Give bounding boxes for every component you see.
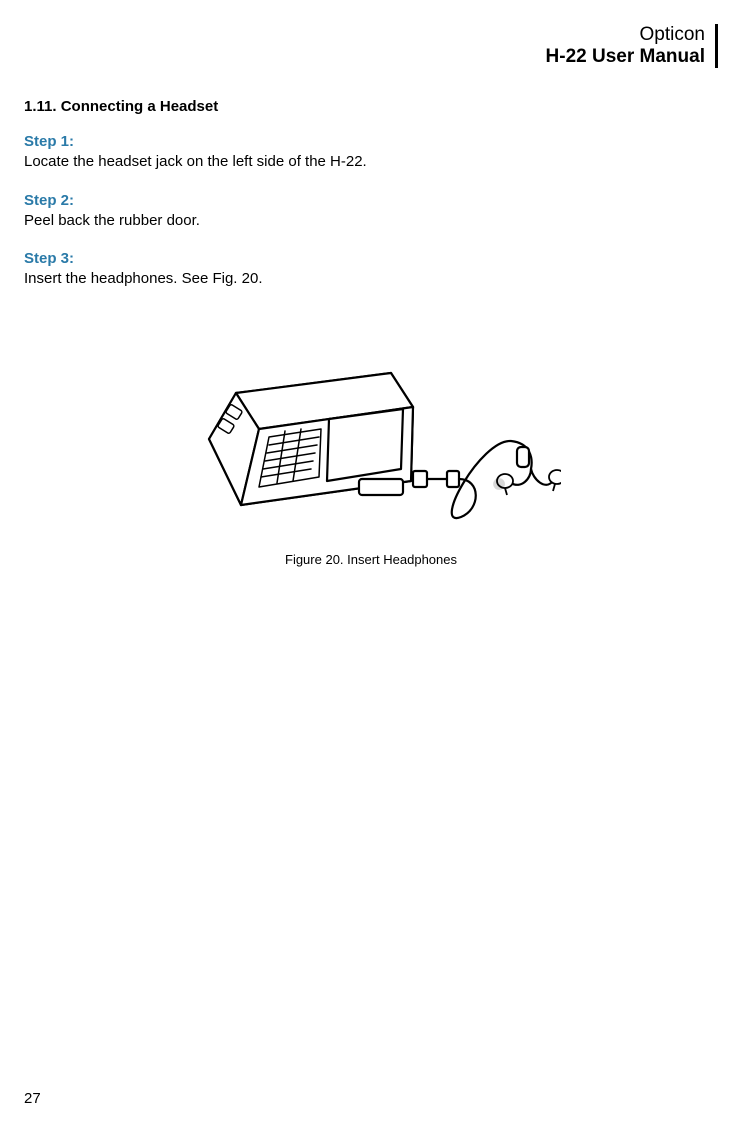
step-3-text: Insert the headphones. See Fig. 20.: [24, 269, 718, 289]
step-2: Step 2: Peel back the rubber door.: [24, 192, 718, 231]
figure-caption: Figure 20. Insert Headphones: [24, 552, 718, 567]
page-number: 27: [24, 1090, 41, 1107]
figure: Figure 20. Insert Headphones: [24, 349, 718, 567]
page-header: Opticon H-22 User Manual: [24, 24, 718, 68]
step-2-label: Step 2:: [24, 192, 718, 209]
header-title: H-22 User Manual: [24, 46, 705, 68]
step-2-text: Peel back the rubber door.: [24, 211, 718, 231]
section-title: 1.11. Connecting a Headset: [24, 98, 718, 115]
step-3: Step 3: Insert the headphones. See Fig. …: [24, 250, 718, 289]
device-headphones-diagram: [181, 349, 561, 534]
step-1: Step 1: Locate the headset jack on the l…: [24, 133, 718, 172]
step-3-label: Step 3:: [24, 250, 718, 267]
header-brand: Opticon: [24, 24, 705, 46]
step-1-text: Locate the headset jack on the left side…: [24, 152, 718, 172]
step-1-label: Step 1:: [24, 133, 718, 150]
